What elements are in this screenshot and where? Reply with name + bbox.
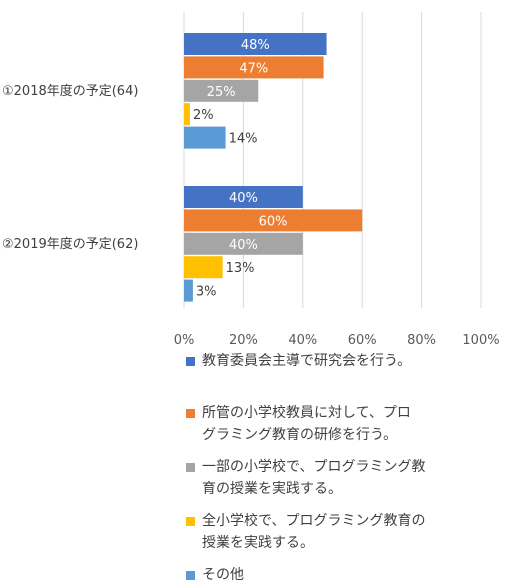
bar [184, 256, 223, 279]
data-label: 60% [259, 214, 288, 229]
data-label: 25% [207, 85, 236, 100]
legend-item-5: その他 [186, 564, 486, 586]
legend-swatch-2 [186, 409, 195, 418]
data-label: 3% [196, 285, 217, 300]
data-label: 14% [229, 132, 258, 147]
legend-text-5: その他 [186, 564, 486, 586]
data-label: 47% [239, 61, 268, 76]
legend-line: グラミング教育の研修を行う。 [202, 427, 398, 443]
legend-swatch-1 [186, 357, 195, 366]
legend-line: その他 [202, 567, 244, 583]
legend-line: 育の授業を実践する。 [202, 481, 342, 497]
bar [184, 103, 190, 126]
bar [184, 279, 193, 302]
legend-line: 教育委員会主導で研究会を行う。 [202, 353, 412, 369]
legend-line: 授業を実践する。 [202, 535, 314, 551]
data-label: 40% [229, 238, 258, 253]
legend-line: 一部の小学校で、プログラミング教 [202, 459, 426, 475]
legend-text-4: 全小学校で、プログラミング教育の 授業を実践する。 [186, 510, 486, 554]
bar [184, 186, 303, 208]
data-label: 40% [229, 191, 258, 206]
legend-item-2: 所管の小学校教員に対して、プロ グラミング教育の研修を行う。 [186, 402, 486, 446]
bar [184, 209, 363, 232]
data-label: 2% [193, 108, 214, 123]
legend-swatch-4 [186, 517, 195, 526]
legend-swatch-3 [186, 463, 195, 472]
legend-text-3: 一部の小学校で、プログラミング教 育の授業を実践する。 [186, 456, 486, 500]
x-tick-label: 0% [174, 333, 195, 348]
legend-item-1: 教育委員会主導で研究会を行う。 [186, 350, 486, 372]
x-tick-label: 40% [288, 333, 317, 348]
legend-swatch-5 [186, 571, 195, 580]
bar [184, 79, 259, 102]
legend-line: 全小学校で、プログラミング教育の [202, 513, 426, 529]
legend-text-1: 教育委員会主導で研究会を行う。 [186, 350, 486, 372]
bar [184, 232, 303, 255]
x-tick-label: 60% [348, 333, 377, 348]
legend-item-3: 一部の小学校で、プログラミング教 育の授業を実践する。 [186, 456, 486, 500]
bar [184, 33, 327, 55]
legend-line: 所管の小学校教員に対して、プロ [202, 405, 411, 421]
legend-text-2: 所管の小学校教員に対して、プロ グラミング教育の研修を行う。 [186, 402, 486, 446]
x-tick-label: 80% [407, 333, 436, 348]
bar [184, 56, 324, 79]
legend-item-4: 全小学校で、プログラミング教育の 授業を実践する。 [186, 510, 486, 554]
x-tick-label: 100% [462, 333, 499, 348]
x-tick-label: 20% [229, 333, 258, 348]
category-label-2019: ②2019年度の予定(62) [2, 237, 139, 252]
data-label: 48% [241, 38, 270, 53]
category-label-2018: ①2018年度の予定(64) [2, 84, 139, 99]
bar [184, 126, 226, 149]
data-label: 13% [226, 261, 255, 276]
